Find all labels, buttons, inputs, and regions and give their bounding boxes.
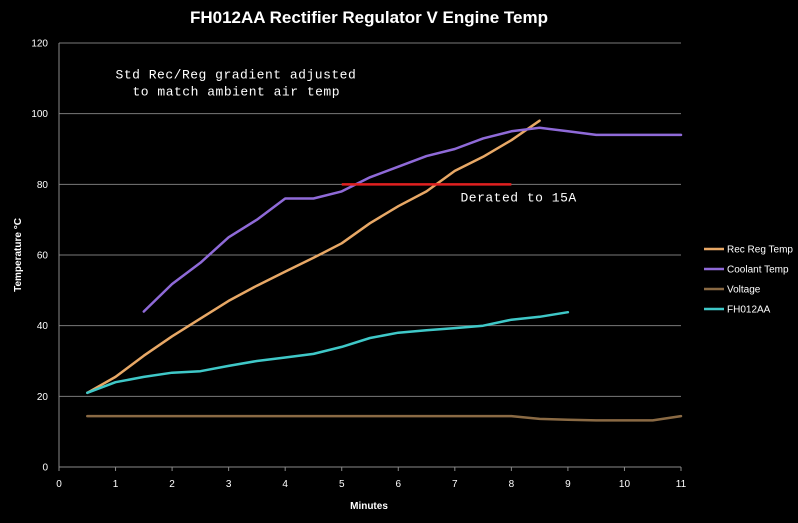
x-tick-label: 6: [395, 479, 401, 490]
x-tick-label: 3: [226, 479, 232, 490]
x-tick-label: 4: [282, 479, 288, 490]
legend-label-fh012aa: FH012AA: [727, 305, 771, 316]
y-tick-label: 100: [31, 109, 48, 120]
x-tick-label: 0: [56, 479, 62, 490]
chart-title: FH012AA Rectifier Regulator V Engine Tem…: [190, 8, 548, 27]
y-tick-label: 60: [37, 251, 49, 262]
y-tick-label: 120: [31, 39, 48, 50]
legend-label-voltage: Voltage: [727, 285, 761, 296]
y-tick-label: 80: [37, 180, 49, 191]
axes: [58, 43, 682, 471]
annotation-3: Derated to 15A: [460, 190, 576, 205]
legend: Rec Reg Temp Coolant Temp Voltage FH012AA: [704, 245, 793, 316]
x-tick-labels: 0 1 2 3 4 5 6 7 8 9 10 11: [56, 479, 686, 490]
x-tick-label: 9: [565, 479, 571, 490]
series-line-rec-reg-temp: [86, 119, 541, 395]
series-line-voltage: [86, 414, 683, 422]
x-tick-label: 5: [339, 479, 345, 490]
annotation-1: Std Rec/Reg gradient adjusted: [116, 67, 357, 82]
x-tick-label: 8: [509, 479, 515, 490]
annotations: Std Rec/Reg gradient adjusted to match a…: [116, 67, 577, 205]
legend-label-coolant-temp: Coolant Temp: [727, 265, 789, 276]
x-tick-label: 10: [619, 479, 631, 490]
series-line-fh012aa: [86, 310, 570, 395]
x-tick-label: 2: [169, 479, 175, 490]
y-tick-label: 0: [42, 463, 48, 474]
x-axis-title: Minutes: [350, 501, 388, 512]
x-tick-label: 11: [676, 479, 687, 490]
x-tick-label: 1: [113, 479, 119, 490]
series-line-coolant-temp: [142, 126, 683, 313]
y-tick-label: 20: [37, 392, 49, 403]
annotation-2: to match ambient air temp: [133, 84, 341, 99]
legend-label-rec-reg-temp: Rec Reg Temp: [727, 245, 793, 256]
y-axis-title: Temperature °C: [13, 218, 24, 292]
y-tick-labels: 0 20 40 60 80 100 120: [31, 39, 48, 474]
y-tick-label: 40: [37, 321, 49, 332]
x-tick-label: 7: [452, 479, 458, 490]
series-lines: [86, 119, 683, 422]
